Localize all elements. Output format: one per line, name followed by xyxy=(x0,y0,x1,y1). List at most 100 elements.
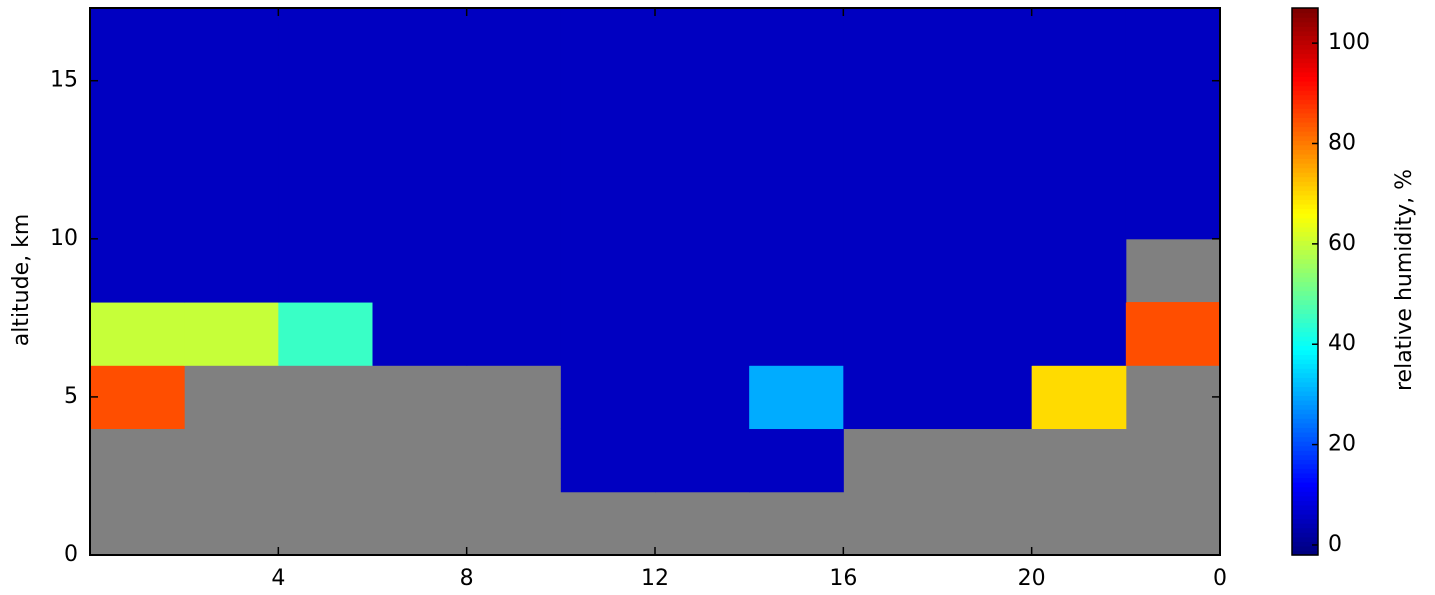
heatmap-cell xyxy=(1125,112,1221,177)
colorbar-segment xyxy=(1292,276,1318,283)
heatmap-cell xyxy=(560,175,656,240)
heatmap-cell xyxy=(278,238,373,303)
x-tick-label: 0 xyxy=(1213,566,1227,591)
heatmap-cell xyxy=(655,175,750,240)
heatmap-cell xyxy=(184,175,279,240)
y-axis-label: altitude, km xyxy=(9,214,34,347)
colorbar-segment xyxy=(1292,49,1318,55)
y-tick-label: 10 xyxy=(50,226,78,251)
colorbar-tick-label: 0 xyxy=(1328,532,1342,557)
colorbar-segment xyxy=(1292,39,1318,46)
colorbar-segment xyxy=(1292,58,1318,64)
colorbar-segment xyxy=(1292,149,1318,155)
colorbar-segment xyxy=(1292,308,1318,315)
heatmap-cell xyxy=(937,365,1033,430)
colorbar-segment xyxy=(1292,299,1318,305)
heatmap-cell xyxy=(372,302,468,366)
colorbar-segment xyxy=(1292,395,1318,401)
colorbar-segment xyxy=(1292,167,1318,173)
heatmap-cell xyxy=(560,428,656,493)
colorbar-segment xyxy=(1292,235,1318,242)
colorbar-segment xyxy=(1292,204,1318,210)
heatmap-cell xyxy=(466,238,562,303)
colorbar-segment xyxy=(1292,354,1318,360)
heatmap-cell xyxy=(90,175,185,240)
heatmap-cell xyxy=(560,49,656,113)
colorbar-segment xyxy=(1292,536,1318,542)
colorbar-segment xyxy=(1292,80,1318,87)
colorbar-segment xyxy=(1292,140,1318,146)
heatmap-cell xyxy=(560,365,656,430)
heatmap-cell xyxy=(843,112,938,177)
heatmap-cell xyxy=(749,238,844,303)
colorbar-segment xyxy=(1292,463,1318,469)
heatmap-cell xyxy=(278,112,373,177)
colorbar-segment xyxy=(1292,358,1318,365)
colorbar-segment xyxy=(1292,99,1318,105)
colorbar-segment xyxy=(1292,413,1318,419)
colorbar-segment xyxy=(1292,162,1318,169)
heatmap-cell xyxy=(749,175,844,240)
colorbar-segment xyxy=(1292,185,1318,191)
heatmap-cell xyxy=(1125,302,1221,366)
colorbar-segment xyxy=(1292,135,1318,141)
colorbar-segment xyxy=(1292,144,1318,150)
colorbar-segment xyxy=(1292,240,1318,246)
colorbar-segment xyxy=(1292,345,1318,351)
heatmap-cell xyxy=(655,428,750,493)
colorbar-segment xyxy=(1292,90,1318,96)
heatmap-cell xyxy=(1031,175,1127,240)
heatmap-cell xyxy=(1031,238,1127,303)
heatmap-cell xyxy=(278,8,373,50)
colorbar-segment xyxy=(1292,194,1318,201)
colorbar-tick-label: 100 xyxy=(1328,30,1370,55)
heatmap-cell xyxy=(372,175,468,240)
heatmap-cell xyxy=(560,8,656,50)
heatmap-cell xyxy=(843,8,938,50)
colorbar-segment xyxy=(1292,103,1318,109)
colorbar-segment xyxy=(1292,281,1318,287)
colorbar-segment xyxy=(1292,459,1318,465)
colorbar-segment xyxy=(1292,295,1318,301)
colorbar-segment xyxy=(1292,390,1318,397)
colorbar-segment xyxy=(1292,427,1318,433)
heatmap-cell xyxy=(749,302,844,366)
colorbar-segment xyxy=(1292,53,1318,59)
colorbar-segment xyxy=(1292,158,1318,164)
colorbar-segment xyxy=(1292,272,1318,278)
colorbar-segment xyxy=(1292,76,1318,82)
colorbar-segment xyxy=(1292,71,1318,77)
heatmap-cell xyxy=(655,49,750,113)
colorbar-segment xyxy=(1292,468,1318,474)
heatmap-cell xyxy=(937,175,1033,240)
colorbar-segment xyxy=(1292,226,1318,232)
heatmap-cell xyxy=(184,112,279,177)
colorbar-segment xyxy=(1292,523,1318,529)
colorbar-segment xyxy=(1292,267,1318,273)
colorbar-segment xyxy=(1292,327,1318,333)
colorbar-segment xyxy=(1292,491,1318,497)
heatmap-cell xyxy=(937,49,1033,113)
heatmap-cell xyxy=(1031,49,1127,113)
heatmap-cell xyxy=(278,49,373,113)
colorbar-segment xyxy=(1292,30,1318,36)
heatmap-cell xyxy=(937,8,1033,50)
colorbar-tick-label: 80 xyxy=(1328,130,1356,155)
y-tick-label: 5 xyxy=(64,384,78,409)
heatmap-cell xyxy=(937,238,1033,303)
x-tick-label: 20 xyxy=(1018,566,1046,591)
colorbar-tick-label: 60 xyxy=(1328,231,1356,256)
colorbar-segment xyxy=(1292,17,1318,23)
x-tick-label: 12 xyxy=(641,566,669,591)
heatmap-cell xyxy=(184,8,279,50)
colorbar-segment xyxy=(1292,176,1318,182)
colorbar-segment xyxy=(1292,8,1318,14)
heatmap-cell xyxy=(655,238,750,303)
heatmap-cell xyxy=(749,8,844,50)
colorbar-segment xyxy=(1292,504,1318,511)
colorbar-segment xyxy=(1292,117,1318,123)
heatmap-cell xyxy=(90,49,185,113)
colorbar-segment xyxy=(1292,532,1318,538)
heatmap-cell xyxy=(749,49,844,113)
heatmap-cell xyxy=(372,8,468,50)
